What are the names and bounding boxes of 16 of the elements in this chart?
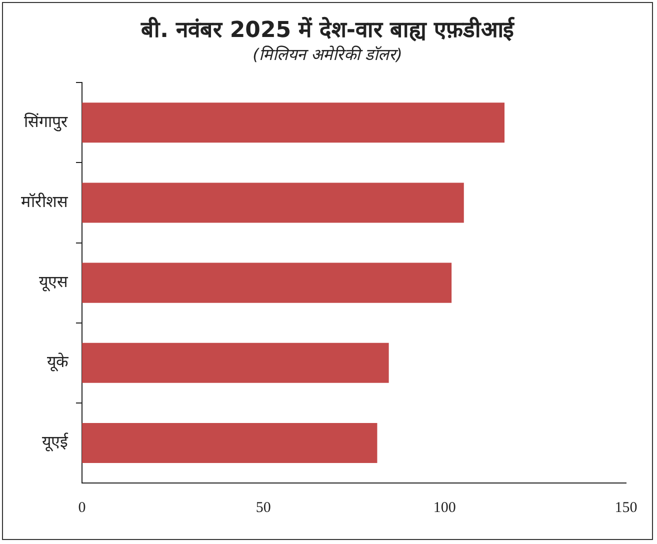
bar: [82, 422, 378, 463]
bar: [82, 262, 452, 303]
y-tick-label: सिंगापुर: [24, 112, 68, 132]
chart-subtitle: (मिलियन अमेरिकी डॉलर): [252, 44, 404, 65]
y-tick-label: यूएस: [39, 272, 69, 292]
x-tick-label: 50: [256, 500, 271, 516]
bar: [82, 102, 505, 143]
x-tick-label: 150: [614, 500, 638, 516]
bar: [82, 342, 389, 383]
bar: [82, 182, 464, 223]
y-tick-label: यूएई: [42, 432, 69, 452]
y-tick-label: मॉरीशस: [21, 192, 69, 211]
chart-title: बी. नवंबर 2025 में देश-वार बाह्य एफ़डीआई: [140, 16, 516, 43]
y-tick-label: यूके: [47, 352, 69, 372]
x-tick-label: 0: [78, 500, 86, 516]
x-tick-label: 100: [433, 500, 456, 516]
